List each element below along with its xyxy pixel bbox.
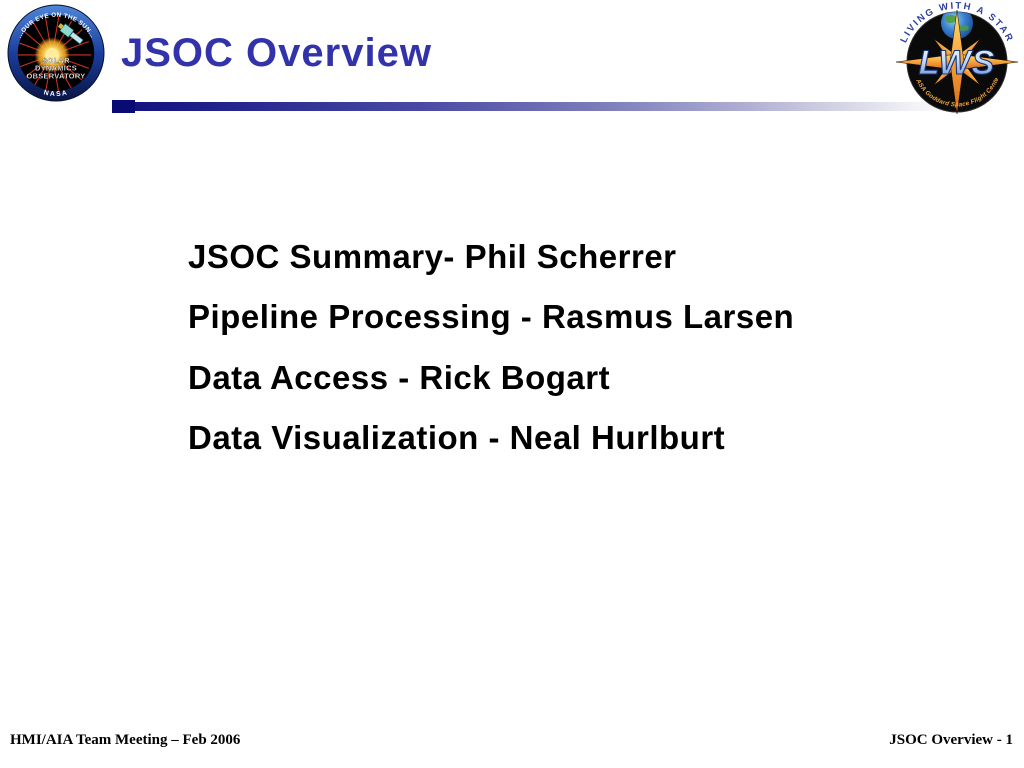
sdo-logo-graphic: ...OUR EYE ON THE SUN... SOLAR DYNAMICS … <box>7 4 105 102</box>
sdo-satellite-icon <box>57 23 84 45</box>
footer-slide-number: JSOC Overview - 1 <box>889 732 1013 748</box>
sdo-name-line3: OBSERVATORY <box>26 71 85 80</box>
footer-meeting-label: HMI/AIA Team Meeting – Feb 2006 <box>10 732 241 748</box>
sdo-name-line2: DYNAMICS <box>35 64 77 73</box>
divider-start-block <box>112 100 135 113</box>
sdo-name-line1: SOLAR <box>42 56 70 65</box>
agenda-item-data-visualization: Data Visualization - Neal Hurlburt <box>188 418 726 456</box>
agenda-list: JSOC Summary- Phil Scherrer Pipeline Pro… <box>188 227 794 468</box>
lws-center-text: LWS <box>919 44 996 82</box>
sdo-sun-rays <box>17 16 92 92</box>
agenda-item-pipeline-processing: Pipeline Processing - Rasmus Larsen <box>188 298 795 336</box>
agenda-item-data-access: Data Access - Rick Bogart <box>188 358 611 396</box>
lws-logo: LIVING WITH A STAR LWS NASA Goddard Spac… <box>888 0 1024 125</box>
divider-gradient <box>112 102 1024 111</box>
sdo-logo: ...OUR EYE ON THE SUN... SOLAR DYNAMICS … <box>7 4 105 102</box>
agenda-item-jsoc-summary: JSOC Summary- Phil Scherrer <box>188 238 677 275</box>
sdo-nasa-text: NASA <box>43 89 69 98</box>
lws-logo-graphic: LIVING WITH A STAR LWS NASA Goddard Spac… <box>888 0 1019 115</box>
lws-star-burst <box>895 9 1019 115</box>
title-divider-bar <box>112 100 1024 114</box>
page-title: JSOC Overview <box>121 31 432 75</box>
